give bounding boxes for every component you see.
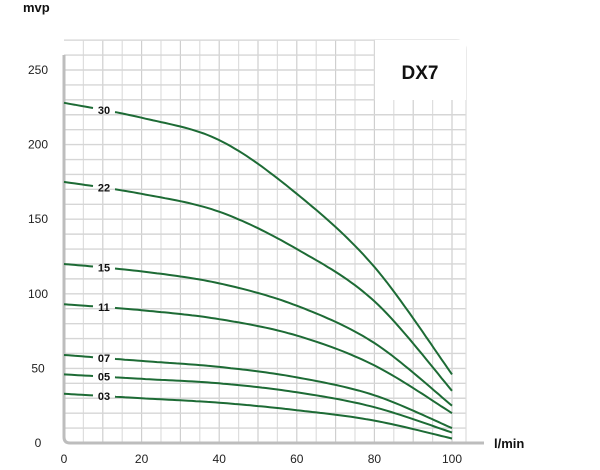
- title-box: DX7: [375, 40, 466, 100]
- y-axis-label: mvp: [23, 0, 50, 15]
- curve-07: [114, 357, 453, 430]
- curve-label-22: 22: [98, 183, 110, 195]
- x-tick: 80: [368, 452, 382, 466]
- y-tick: 100: [28, 287, 48, 301]
- y-tick-labels: 0 50 100 150 200 250: [28, 63, 48, 450]
- curve-05: [114, 376, 453, 434]
- curve-07: [63, 354, 94, 359]
- curve-30: [63, 101, 94, 109]
- y-tick: 150: [28, 212, 48, 226]
- x-tick-labels: 0 20 40 60 80 100: [61, 452, 463, 466]
- curve-label-11: 11: [98, 302, 110, 314]
- curve-11: [63, 303, 94, 308]
- curve-05: [63, 373, 94, 377]
- y-tick: 200: [28, 138, 48, 152]
- x-tick: 0: [61, 452, 68, 466]
- curve-label-05: 05: [98, 372, 110, 384]
- curve-22: [114, 188, 453, 392]
- curve-label-03: 03: [98, 391, 110, 403]
- x-tick: 100: [442, 452, 462, 466]
- curve-03: [63, 392, 94, 397]
- x-tick: 60: [290, 452, 304, 466]
- curve-30: [114, 111, 453, 375]
- x-tick: 20: [135, 452, 149, 466]
- curve-label-07: 07: [98, 353, 110, 365]
- curve-03: [114, 395, 453, 440]
- y-tick: 50: [31, 361, 45, 375]
- curve-labels: 30 22 15 11 07 05 03: [98, 105, 110, 403]
- curve-15: [114, 267, 453, 407]
- curve-15: [63, 263, 94, 268]
- x-tick: 40: [213, 452, 227, 466]
- curve-11: [114, 306, 453, 415]
- y-tick: 250: [28, 63, 48, 77]
- grid: [64, 39, 467, 443]
- curve-label-15: 15: [98, 262, 110, 274]
- curves: [63, 101, 453, 440]
- y-tick: 0: [35, 436, 42, 450]
- x-axis-label: l/min: [494, 436, 524, 451]
- axes: [62, 55, 484, 445]
- curve-label-30: 30: [98, 105, 110, 117]
- curve-22: [63, 180, 94, 187]
- chart-title: DX7: [402, 63, 439, 84]
